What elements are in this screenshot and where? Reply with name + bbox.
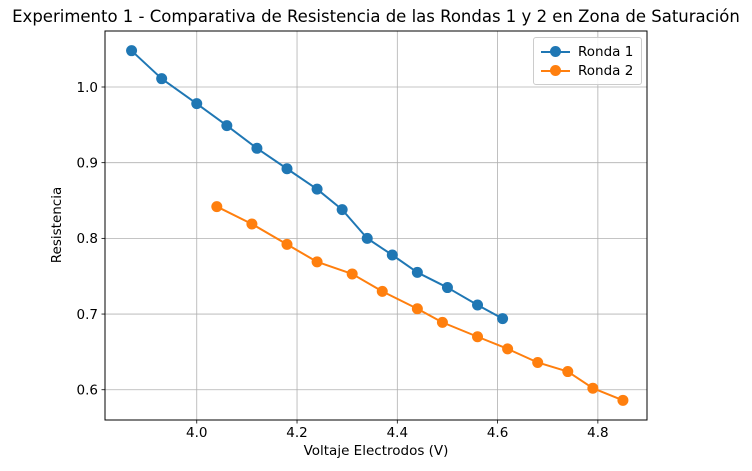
svg-text:0.8: 0.8 xyxy=(77,231,98,247)
svg-text:0.6: 0.6 xyxy=(77,383,98,399)
legend-item-ronda-1: Ronda 1 xyxy=(534,42,641,61)
legend-dot-swatch xyxy=(550,46,561,57)
legend: Ronda 1 Ronda 2 xyxy=(533,37,642,85)
svg-text:4.8: 4.8 xyxy=(587,425,608,441)
legend-item-ronda-2: Ronda 2 xyxy=(534,61,641,80)
chart-title: Experimento 1 - Comparativa de Resistenc… xyxy=(12,7,740,26)
legend-label-ronda-2: Ronda 2 xyxy=(578,62,634,79)
svg-text:4.0: 4.0 xyxy=(186,425,207,441)
svg-text:4.2: 4.2 xyxy=(286,425,307,441)
svg-text:4.6: 4.6 xyxy=(487,425,508,441)
x-axis-label: Voltaje Electrodos (V) xyxy=(303,443,449,459)
line-marker-icon xyxy=(541,65,570,76)
svg-text:0.9: 0.9 xyxy=(77,155,98,171)
svg-text:0.7: 0.7 xyxy=(77,307,98,323)
legend-dot-swatch xyxy=(550,65,561,76)
svg-text:4.4: 4.4 xyxy=(387,425,408,441)
line-marker-icon xyxy=(541,46,570,57)
legend-label-ronda-1: Ronda 1 xyxy=(578,43,634,60)
y-axis-label: Resistencia xyxy=(49,186,65,264)
svg-text:1.0: 1.0 xyxy=(77,80,98,96)
